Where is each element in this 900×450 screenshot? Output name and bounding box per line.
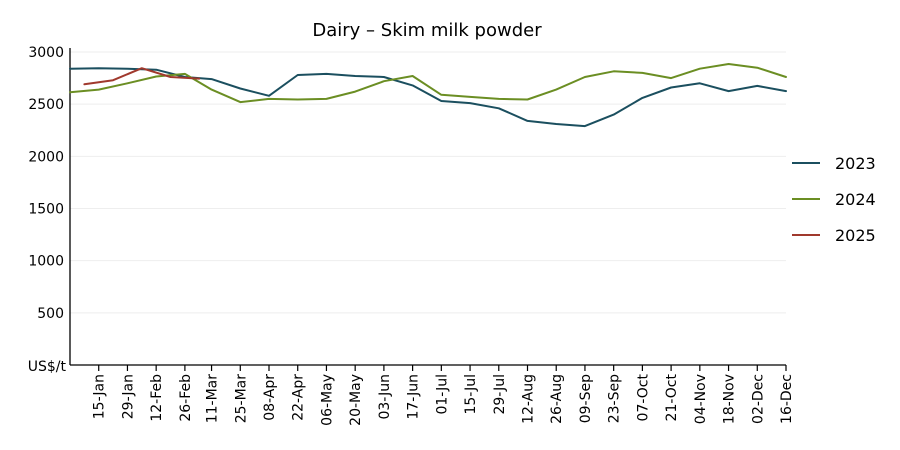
legend-label-2025: 2025 (835, 226, 876, 245)
x-tick-label: 25-Mar (233, 374, 249, 424)
x-tick-label: 20-May (348, 374, 364, 426)
x-tick-label: 26-Aug (549, 374, 565, 424)
y-axis-unit-label: US$/t (28, 359, 67, 375)
x-tick-label: 16-Dec (779, 374, 795, 424)
x-tick-label: 23-Sep (607, 374, 623, 423)
x-tick-label: 15-Jul (463, 374, 479, 415)
x-tick-label: 07-Oct (635, 373, 651, 421)
x-tick-label: 04-Nov (693, 374, 709, 424)
y-tick-label: 1500 (28, 202, 64, 218)
x-tick-label: 29-Jul (492, 374, 508, 415)
x-tick-label: 12-Feb (149, 374, 165, 422)
x-tick-label: 17-Jun (406, 374, 422, 420)
x-tick-label: 02-Dec (750, 374, 766, 424)
legend-label-2024: 2024 (835, 190, 876, 209)
series-line-2025 (83, 67, 201, 86)
gridlines (70, 51, 786, 314)
chart-title: Dairy – Skim milk powder (312, 20, 542, 41)
series-line-2024 (69, 63, 787, 104)
x-tick-label: 11-Mar (205, 374, 221, 424)
y-tick-label: 1000 (28, 254, 64, 270)
y-tick-label: 2500 (28, 97, 64, 113)
x-tick-label: 26-Feb (178, 374, 194, 422)
x-tick-label: 29-Jan (120, 374, 136, 419)
x-tick-label: 01-Jul (434, 374, 450, 415)
x-tick-label: 22-Apr (291, 374, 307, 421)
x-tick-label: 12-Aug (521, 374, 537, 424)
x-tick-label: 09-Sep (578, 374, 594, 423)
legend: 2023 2024 2025 (792, 154, 876, 245)
y-tick-label: 500 (37, 306, 64, 322)
y-tick-label: 2000 (28, 149, 64, 165)
series-lines (69, 63, 787, 128)
x-tick-label: 08-Apr (262, 374, 278, 421)
x-tick-label: 21-Oct (664, 373, 680, 421)
x-axis: 15-Jan 29-Jan 12-Feb 26-Feb 11-Mar 25-Mar 08-A… (70, 364, 795, 426)
x-tick-label: 03-Jun (377, 374, 393, 420)
y-axis: 500 1000 1500 2000 2500 3000 US$/t (28, 45, 71, 375)
x-tick-label: 18-Nov (722, 374, 738, 424)
legend-label-2023: 2023 (835, 154, 876, 173)
x-tick-label: 06-May (319, 374, 335, 426)
y-tick-label: 3000 (28, 45, 64, 61)
x-tick-label: 15-Jan (92, 374, 108, 419)
